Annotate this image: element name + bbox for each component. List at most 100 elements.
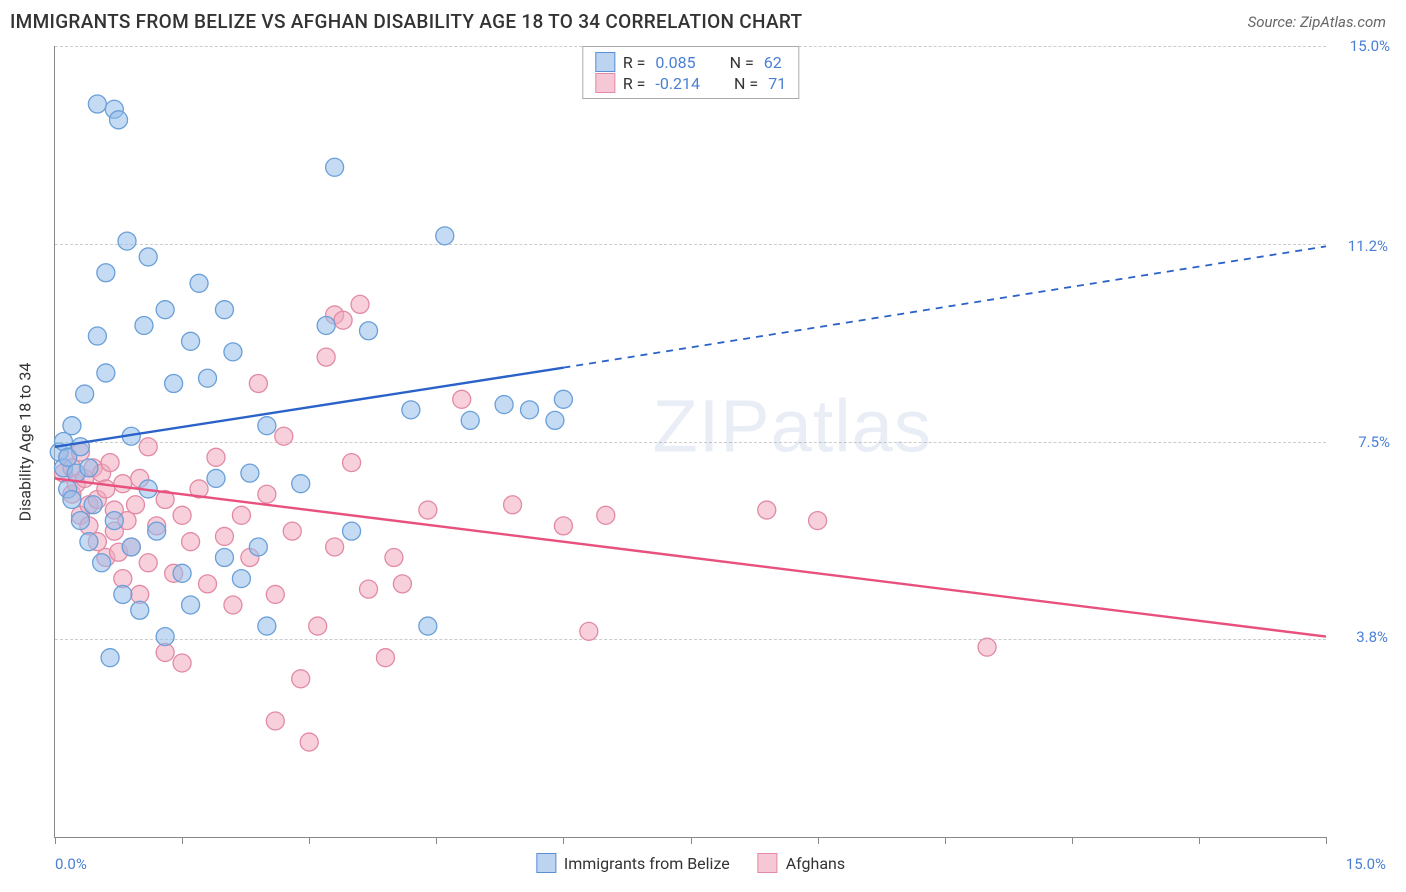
point-series-b — [126, 496, 144, 514]
point-series-b — [101, 454, 119, 472]
point-series-b — [173, 654, 191, 672]
point-series-a — [114, 585, 132, 603]
legend-stats: R = 0.085 N = 62 R = -0.214 N = 71 — [582, 46, 799, 99]
point-series-b — [419, 501, 437, 519]
point-series-b — [376, 649, 394, 667]
point-series-a — [292, 475, 310, 493]
point-series-a — [76, 385, 94, 403]
point-series-b — [258, 485, 276, 503]
point-series-a — [93, 554, 111, 572]
point-series-a — [360, 322, 378, 340]
point-series-a — [101, 649, 119, 667]
point-series-a — [190, 274, 208, 292]
point-series-a — [521, 401, 539, 419]
x-tick — [563, 837, 564, 844]
point-series-b — [199, 575, 217, 593]
point-series-a — [118, 232, 136, 250]
point-series-a — [199, 369, 217, 387]
point-series-b — [351, 295, 369, 313]
x-tick — [182, 837, 183, 844]
point-series-a — [258, 417, 276, 435]
y-tick-label: 15.0% — [1350, 37, 1390, 55]
point-series-b — [554, 517, 572, 535]
point-series-a — [131, 601, 149, 619]
n-label-b: N = — [734, 74, 758, 93]
point-series-b — [309, 617, 327, 635]
point-series-a — [156, 628, 174, 646]
point-series-b — [266, 585, 284, 603]
point-series-b — [249, 374, 267, 392]
point-series-b — [504, 496, 522, 514]
point-series-a — [215, 301, 233, 319]
point-series-a — [80, 533, 98, 551]
legend-series: Immigrants from Belize Afghans — [536, 853, 845, 873]
point-series-a — [88, 327, 106, 345]
point-series-a — [122, 538, 140, 556]
point-series-a — [241, 464, 259, 482]
point-series-a — [63, 417, 81, 435]
point-series-a — [148, 522, 166, 540]
swatch-b-icon — [758, 853, 778, 873]
point-series-b — [758, 501, 776, 519]
point-series-a — [249, 538, 267, 556]
legend-label-a: Immigrants from Belize — [564, 854, 730, 873]
point-series-b — [385, 549, 403, 567]
source-attribution: Source: ZipAtlas.com — [1248, 13, 1386, 31]
point-series-b — [283, 522, 301, 540]
y-axis-title: Disability Age 18 to 34 — [16, 362, 35, 521]
point-series-b — [360, 580, 378, 598]
point-series-a — [173, 564, 191, 582]
point-series-a — [84, 496, 102, 514]
point-series-b — [300, 733, 318, 751]
x-tick — [1072, 837, 1073, 844]
point-series-b — [978, 638, 996, 656]
point-series-a — [97, 364, 115, 382]
point-series-a — [554, 390, 572, 408]
plot-area: Disability Age 18 to 34 R = 0.085 N = 62… — [54, 46, 1326, 838]
r-label-b: R = — [623, 74, 646, 93]
point-series-a — [402, 401, 420, 419]
legend-item-b: Afghans — [758, 853, 845, 873]
y-tick-label: 7.5% — [1358, 433, 1390, 451]
x-tick — [691, 837, 692, 844]
trend-line — [55, 368, 563, 447]
point-series-a — [71, 512, 89, 530]
point-series-a — [224, 343, 242, 361]
point-series-a — [343, 522, 361, 540]
legend-item-a: Immigrants from Belize — [536, 853, 730, 873]
r-label-a: R = — [623, 53, 646, 72]
point-series-a — [258, 617, 276, 635]
x-tick — [309, 837, 310, 844]
trend-b-end-label: 3.8% — [1356, 628, 1388, 646]
x-tick — [945, 837, 946, 844]
trend-line — [563, 246, 1326, 367]
point-series-a — [182, 332, 200, 350]
legend-label-b: Afghans — [786, 854, 845, 873]
point-series-b — [292, 670, 310, 688]
point-series-a — [156, 301, 174, 319]
chart-container: Disability Age 18 to 34 R = 0.085 N = 62… — [10, 46, 1396, 882]
legend-row-b: R = -0.214 N = 71 — [595, 73, 786, 93]
point-series-a — [207, 469, 225, 487]
point-series-a — [317, 316, 335, 334]
point-series-b — [266, 712, 284, 730]
point-series-a — [232, 570, 250, 588]
point-series-b — [97, 480, 115, 498]
point-series-b — [232, 506, 250, 524]
n-value-a: 62 — [764, 53, 782, 72]
x-axis-max-label: 15.0% — [1346, 855, 1386, 873]
point-series-b — [326, 538, 344, 556]
scatter-svg — [55, 46, 1326, 837]
point-series-b — [317, 348, 335, 366]
point-series-a — [110, 111, 128, 129]
legend-row-a: R = 0.085 N = 62 — [595, 52, 786, 72]
point-series-a — [182, 596, 200, 614]
x-tick — [818, 837, 819, 844]
point-series-a — [63, 491, 81, 509]
point-series-a — [326, 158, 344, 176]
trend-a-end-label: 11.2% — [1348, 237, 1388, 255]
point-series-b — [114, 475, 132, 493]
point-series-b — [275, 427, 293, 445]
point-series-b — [597, 506, 615, 524]
point-series-a — [165, 374, 183, 392]
